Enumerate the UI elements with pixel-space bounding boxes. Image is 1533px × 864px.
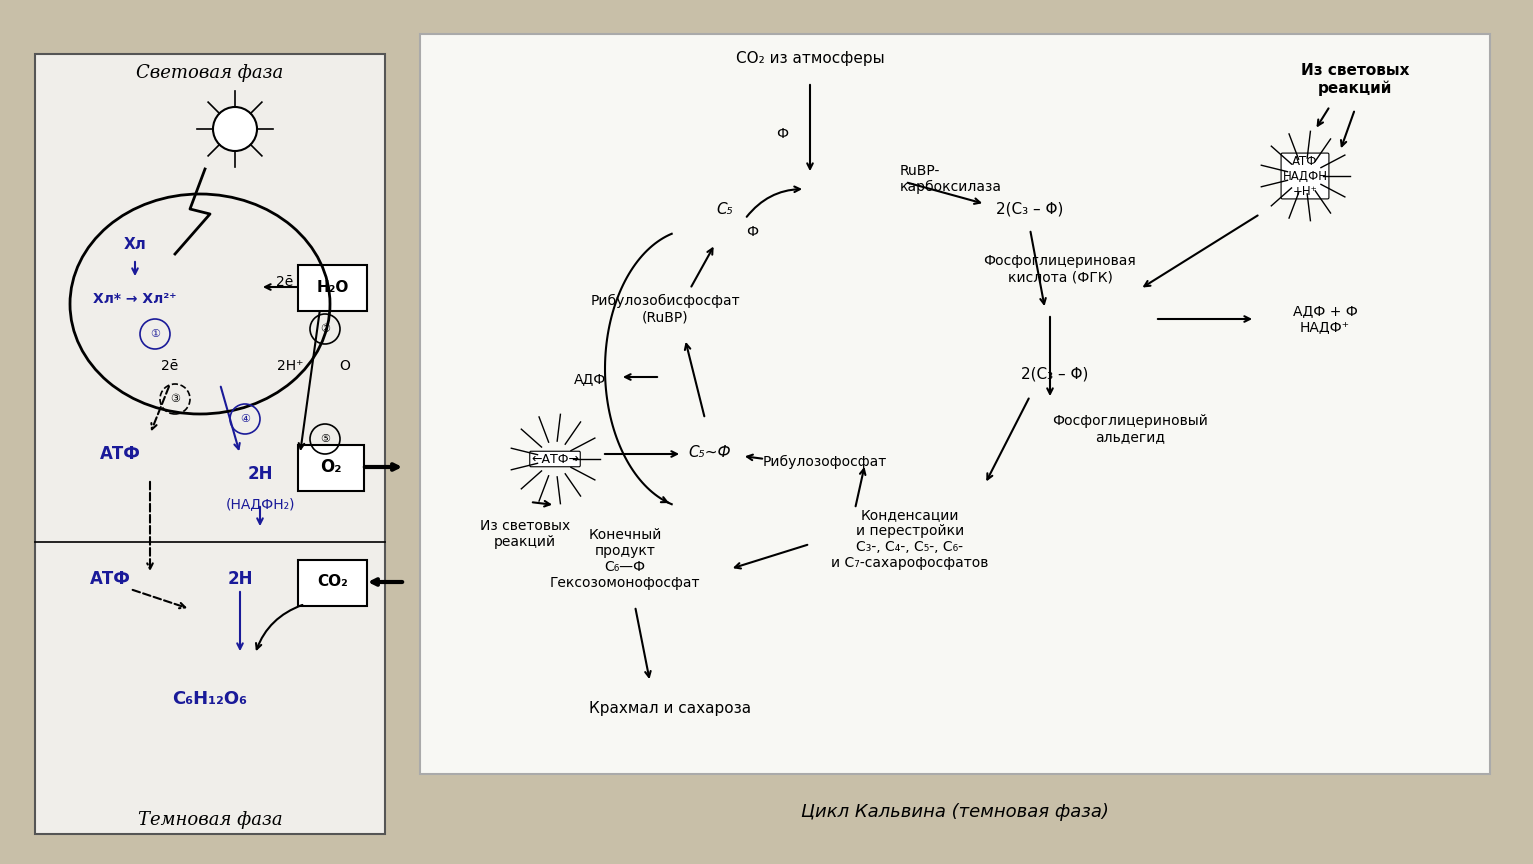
Text: АДФ: АДФ — [573, 372, 606, 386]
FancyBboxPatch shape — [35, 54, 385, 834]
Text: RuBP-
карбоксилаза: RuBP- карбоксилаза — [900, 164, 1003, 194]
Text: ①: ① — [150, 329, 159, 339]
Text: 2(C₃ – Φ): 2(C₃ – Φ) — [1021, 366, 1088, 382]
Text: АТФ: АТФ — [100, 445, 141, 463]
Text: Ф: Ф — [776, 127, 788, 141]
Text: CO₂ из атмосферы: CO₂ из атмосферы — [736, 52, 885, 67]
Text: 2H: 2H — [227, 570, 253, 588]
Text: Световая фаза: Световая фаза — [136, 64, 284, 82]
FancyBboxPatch shape — [420, 34, 1490, 774]
Text: АДФ + Ф
НАДФ⁺: АДФ + Ф НАДФ⁺ — [1292, 304, 1357, 334]
Text: ←АТФ→: ←АТФ→ — [530, 453, 579, 466]
Circle shape — [213, 107, 258, 151]
Text: Темновая фаза: Темновая фаза — [138, 811, 282, 829]
Text: C₅: C₅ — [716, 201, 733, 217]
Text: ⑤: ⑤ — [320, 434, 330, 444]
Text: Конечный
продукт
C₆—Ф
Гексозомонофосфат: Конечный продукт C₆—Ф Гексозомонофосфат — [550, 528, 701, 590]
Text: 2ē: 2ē — [161, 359, 179, 373]
Text: 2H: 2H — [247, 465, 273, 483]
Text: Фосфоглицериновая
кислота (ФГК): Фосфоглицериновая кислота (ФГК) — [984, 254, 1136, 284]
Text: Рибулозобисфосфат
(RuBP): Рибулозобисфосфат (RuBP) — [590, 294, 740, 324]
Text: 2(C₃ – Φ): 2(C₃ – Φ) — [996, 201, 1064, 217]
Text: H₂O: H₂O — [316, 279, 348, 295]
Text: O₂: O₂ — [320, 458, 342, 476]
Text: Хл* → Хл²⁺: Хл* → Хл²⁺ — [94, 292, 176, 306]
Text: Цикл Кальвина (темновая фаза): Цикл Кальвина (темновая фаза) — [802, 803, 1108, 821]
Text: Ф: Ф — [747, 225, 757, 239]
Text: Из световых
реакций: Из световых реакций — [1300, 62, 1409, 96]
Text: C₆H₁₂O₆: C₆H₁₂O₆ — [173, 690, 247, 708]
Text: ③: ③ — [170, 394, 179, 404]
Text: O: O — [340, 359, 351, 373]
Text: ④: ④ — [241, 414, 250, 424]
FancyBboxPatch shape — [297, 560, 366, 606]
Text: ②: ② — [320, 324, 330, 334]
Text: Фосфоглицериновый
альдегид: Фосфоглицериновый альдегид — [1052, 414, 1208, 444]
FancyBboxPatch shape — [297, 445, 363, 491]
Text: 2H⁺: 2H⁺ — [277, 359, 304, 373]
Text: Крахмал и сахароза: Крахмал и сахароза — [589, 702, 751, 716]
FancyBboxPatch shape — [297, 265, 366, 311]
Text: (НАДФН₂): (НАДФН₂) — [225, 497, 294, 511]
Text: АТФ
НАДФН
+H⁺: АТФ НАДФН +H⁺ — [1283, 155, 1328, 198]
Text: АТФ: АТФ — [89, 570, 130, 588]
Text: 2ē: 2ē — [276, 275, 294, 289]
Text: Конденсации
и перестройки
C₃-, C₄-, C₅-, C₆-
и C₇-сахарофосфатов: Конденсации и перестройки C₃-, C₄-, C₅-,… — [831, 508, 989, 570]
Text: CO₂: CO₂ — [317, 575, 348, 589]
Text: Рибулозофосфат: Рибулозофосфат — [763, 455, 888, 469]
Text: Хл: Хл — [124, 237, 146, 251]
Text: Из световых
реакций: Из световых реакций — [480, 519, 570, 550]
Text: C₅~Ф: C₅~Ф — [688, 444, 731, 460]
